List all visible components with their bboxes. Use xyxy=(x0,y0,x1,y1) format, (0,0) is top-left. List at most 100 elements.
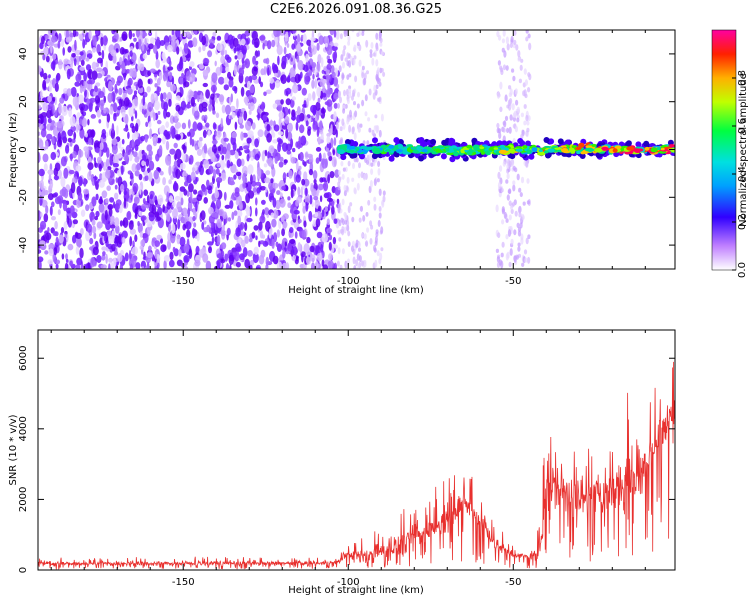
noise-blob xyxy=(507,99,511,107)
noise-blob xyxy=(96,255,102,263)
noise-blob xyxy=(247,190,255,199)
noise-blob xyxy=(203,197,208,204)
signal-blob xyxy=(561,148,569,153)
noise-blob xyxy=(193,222,197,228)
noise-blob xyxy=(302,159,305,166)
noise-blob xyxy=(285,87,292,95)
noise-blob xyxy=(348,85,352,90)
noise-blob xyxy=(134,156,140,163)
noise-blob xyxy=(40,51,45,56)
noise-blob xyxy=(123,73,126,81)
noise-blob xyxy=(265,256,269,267)
noise-blob xyxy=(353,132,357,140)
noise-blob xyxy=(506,194,510,201)
noise-blob xyxy=(256,187,261,194)
noise-blob xyxy=(90,257,96,268)
noise-blob xyxy=(284,115,290,124)
noise-blob xyxy=(516,117,520,123)
noise-blob xyxy=(160,92,164,102)
noise-blob xyxy=(258,221,263,231)
noise-blob xyxy=(208,246,212,254)
noise-blob xyxy=(123,197,127,209)
signal-halo xyxy=(643,140,650,147)
noise-blob xyxy=(355,157,359,163)
noise-blob xyxy=(327,151,332,157)
noise-blob xyxy=(86,79,93,85)
noise-blob xyxy=(126,210,132,221)
noise-blob xyxy=(129,172,134,180)
noise-blob xyxy=(320,243,324,253)
noise-blob xyxy=(197,140,203,148)
noise-blob xyxy=(382,195,386,203)
noise-blob xyxy=(77,192,83,201)
noise-blob xyxy=(285,185,289,192)
noise-blob xyxy=(301,201,306,208)
noise-blob xyxy=(69,205,75,215)
noise-blob xyxy=(190,96,195,107)
noise-blob xyxy=(162,64,166,75)
noise-blob xyxy=(38,131,41,137)
noise-blob xyxy=(271,132,276,138)
colorbar-tick-label: 0.6 xyxy=(737,118,748,134)
noise-blob xyxy=(192,37,198,48)
noise-blob xyxy=(525,160,529,168)
noise-blob xyxy=(361,72,365,79)
noise-blob xyxy=(111,144,118,155)
noise-blob xyxy=(119,56,123,66)
noise-blob xyxy=(326,227,333,234)
signal-blob xyxy=(656,147,662,151)
signal-halo xyxy=(440,153,447,160)
noise-blob xyxy=(272,197,277,208)
noise-blob xyxy=(305,120,309,127)
noise-blob xyxy=(515,99,519,106)
noise-blob xyxy=(369,180,373,188)
noise-blob xyxy=(84,132,88,138)
noise-blob xyxy=(247,250,253,257)
noise-blob xyxy=(60,156,67,167)
snr-background xyxy=(38,330,675,570)
noise-blob xyxy=(189,76,193,82)
noise-blob xyxy=(326,75,330,86)
noise-blob xyxy=(59,97,65,104)
noise-blob xyxy=(51,201,55,208)
noise-blob xyxy=(58,136,62,146)
noise-blob xyxy=(186,190,190,197)
noise-blob xyxy=(355,242,359,249)
noise-blob xyxy=(374,114,378,119)
snr-xtick-label: -150 xyxy=(172,577,195,588)
noise-blob xyxy=(140,135,145,142)
noise-blob xyxy=(91,225,97,234)
noise-blob xyxy=(512,75,516,82)
noise-blob xyxy=(237,215,242,226)
noise-blob xyxy=(143,170,149,177)
noise-blob xyxy=(170,233,176,244)
noise-blob xyxy=(54,231,59,237)
noise-blob xyxy=(524,93,528,99)
noise-blob xyxy=(361,99,365,107)
noise-blob xyxy=(144,135,148,143)
signal-blob xyxy=(600,146,609,151)
noise-blob xyxy=(501,241,505,248)
noise-blob xyxy=(207,50,213,58)
noise-blob xyxy=(333,137,337,146)
noise-blob xyxy=(521,215,525,220)
noise-blob xyxy=(247,130,254,138)
noise-blob xyxy=(270,212,275,218)
noise-blob xyxy=(229,105,236,113)
signal-blob xyxy=(412,149,419,154)
noise-blob xyxy=(114,236,120,244)
noise-blob xyxy=(134,213,138,219)
noise-blob xyxy=(319,195,323,203)
noise-blob xyxy=(316,231,323,239)
noise-blob xyxy=(182,134,187,140)
noise-blob xyxy=(312,91,316,101)
noise-blob xyxy=(271,62,276,71)
noise-blob xyxy=(341,198,345,206)
noise-blob xyxy=(331,71,336,79)
noise-blob xyxy=(119,220,123,227)
noise-blob xyxy=(135,262,141,269)
noise-blob xyxy=(367,117,371,122)
signal-blob xyxy=(453,151,459,157)
noise-blob xyxy=(140,204,147,210)
noise-blob xyxy=(254,138,259,148)
